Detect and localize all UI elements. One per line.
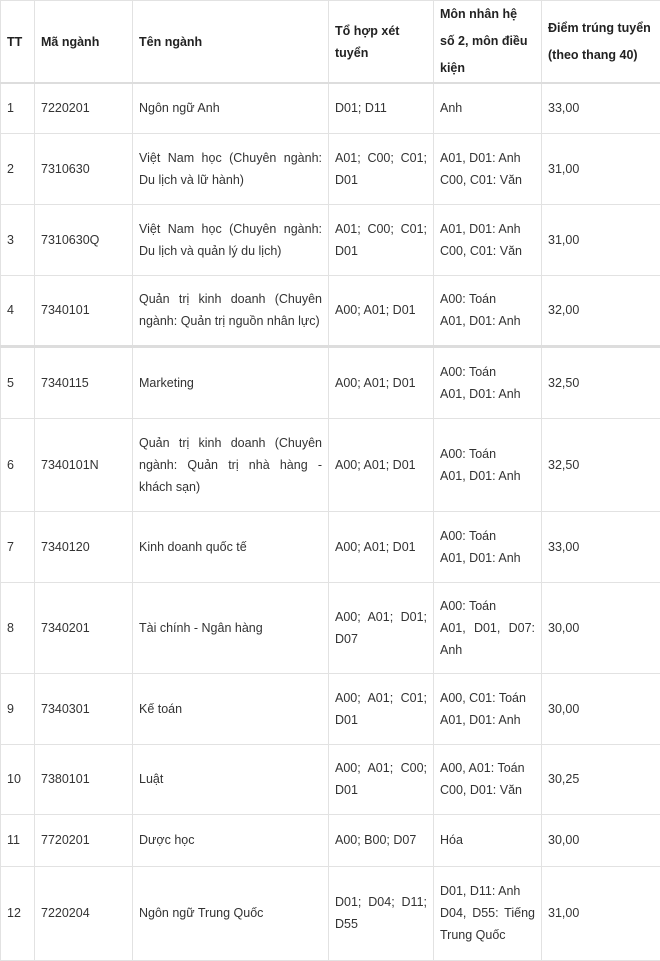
cell-cutoff-score: 30,00 — [542, 814, 660, 866]
cell-tt: 8 — [1, 582, 35, 673]
cell-major-code: 7340301 — [35, 673, 133, 744]
cell-cutoff-score: 31,00 — [542, 133, 660, 204]
cell-cutoff-score: 33,00 — [542, 511, 660, 582]
cell-subject-combination: A00; A01; D01 — [329, 418, 434, 511]
cell-weighted-subject: Hóa — [434, 814, 542, 866]
cell-major-code: 7340101 — [35, 275, 133, 346]
header-subject-combination: Tổ hợp xét tuyển — [329, 1, 434, 84]
cell-subject-combination: A00; A01; D01 — [329, 275, 434, 346]
cell-major-name: Kế toán — [133, 673, 329, 744]
cell-major-code: 7310630Q — [35, 204, 133, 275]
cell-cutoff-score: 32,50 — [542, 418, 660, 511]
cell-major-name: Ngôn ngữ Trung Quốc — [133, 866, 329, 960]
cell-subject-combination: D01; D11 — [329, 83, 434, 133]
cell-major-code: 7340201 — [35, 582, 133, 673]
cell-major-name: Tài chính - Ngân hàng — [133, 582, 329, 673]
cell-weighted-subject: A00: Toán A01, D01: Anh — [434, 346, 542, 418]
cell-tt: 4 — [1, 275, 35, 346]
cell-weighted-subject: A00: Toán A01, D01: Anh — [434, 418, 542, 511]
cell-weighted-subject: D01, D11: Anh D04, D55: Tiếng Trung Quốc — [434, 866, 542, 960]
cell-major-code: 7340115 — [35, 346, 133, 418]
header-major-code: Mã ngành — [35, 1, 133, 84]
cell-tt: 12 — [1, 866, 35, 960]
cell-tt: 3 — [1, 204, 35, 275]
cell-major-name: Luật — [133, 744, 329, 814]
cell-major-name: Quản trị kinh doanh (Chuyên ngành: Quản … — [133, 275, 329, 346]
cell-major-code: 7720201 — [35, 814, 133, 866]
cell-cutoff-score: 30,00 — [542, 582, 660, 673]
cell-subject-combination: A00; A01; C00; D01 — [329, 744, 434, 814]
cell-subject-combination: A00; A01; D01 — [329, 346, 434, 418]
header-cutoff-score: Điểm trúng tuyển (theo thang 40) — [542, 1, 660, 84]
cell-subject-combination: A01; C00; C01; D01 — [329, 133, 434, 204]
cell-major-name: Kinh doanh quốc tế — [133, 511, 329, 582]
cell-weighted-subject: A00: Toán A01, D01, D07: Anh — [434, 582, 542, 673]
cell-subject-combination: A00; A01; D01 — [329, 511, 434, 582]
cell-major-name: Việt Nam học (Chuyên ngành: Du lịch và q… — [133, 204, 329, 275]
cell-weighted-subject: A00: Toán A01, D01: Anh — [434, 275, 542, 346]
cell-major-code: 7220204 — [35, 866, 133, 960]
cell-major-code: 7380101 — [35, 744, 133, 814]
cell-tt: 6 — [1, 418, 35, 511]
cell-major-name: Dược học — [133, 814, 329, 866]
cell-tt: 2 — [1, 133, 35, 204]
cell-subject-combination: A01; C00; C01; D01 — [329, 204, 434, 275]
cell-tt: 7 — [1, 511, 35, 582]
cell-tt: 1 — [1, 83, 35, 133]
cell-cutoff-score: 32,50 — [542, 346, 660, 418]
cell-weighted-subject: A01, D01: Anh C00, C01: Văn — [434, 204, 542, 275]
cell-major-name: Quản trị kinh doanh (Chuyên ngành: Quản … — [133, 418, 329, 511]
cell-major-name: Việt Nam học (Chuyên ngành: Du lịch và l… — [133, 133, 329, 204]
cell-subject-combination: A00; B00; D07 — [329, 814, 434, 866]
cell-subject-combination: A00; A01; C01; D01 — [329, 673, 434, 744]
header-major-name: Tên ngành — [133, 1, 329, 84]
cell-major-code: 7310630 — [35, 133, 133, 204]
cell-subject-combination: D01; D04; D11; D55 — [329, 866, 434, 960]
cell-tt: 10 — [1, 744, 35, 814]
cell-tt: 11 — [1, 814, 35, 866]
header-weighted-subject: Môn nhân hệ số 2, môn điều kiện — [434, 1, 542, 84]
header-tt: TT — [1, 1, 35, 84]
cell-weighted-subject: Anh — [434, 83, 542, 133]
cell-subject-combination: A00; A01; D01; D07 — [329, 582, 434, 673]
cell-major-code: 7220201 — [35, 83, 133, 133]
cell-weighted-subject: A00, C01: Toán A01, D01: Anh — [434, 673, 542, 744]
cell-major-code: 7340101N — [35, 418, 133, 511]
cell-weighted-subject: A01, D01: Anh C00, C01: Văn — [434, 133, 542, 204]
cell-cutoff-score: 33,00 — [542, 83, 660, 133]
cell-cutoff-score: 31,00 — [542, 204, 660, 275]
cell-major-name: Ngôn ngữ Anh — [133, 83, 329, 133]
cell-major-code: 7340120 — [35, 511, 133, 582]
cell-major-name: Marketing — [133, 346, 329, 418]
cell-cutoff-score: 30,00 — [542, 673, 660, 744]
cell-cutoff-score: 30,25 — [542, 744, 660, 814]
cell-cutoff-score: 32,00 — [542, 275, 660, 346]
cell-cutoff-score: 31,00 — [542, 866, 660, 960]
cell-weighted-subject: A00, A01: Toán C00, D01: Văn — [434, 744, 542, 814]
cell-tt: 5 — [1, 346, 35, 418]
cell-tt: 9 — [1, 673, 35, 744]
cell-weighted-subject: A00: Toán A01, D01: Anh — [434, 511, 542, 582]
